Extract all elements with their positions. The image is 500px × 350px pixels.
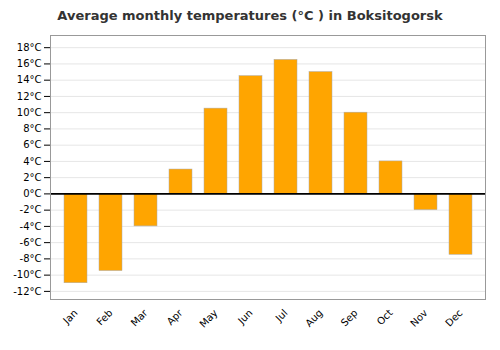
svg-text:Jan: Jan <box>60 307 79 326</box>
svg-text:-8°C: -8°C <box>20 253 42 264</box>
svg-text:10°C: 10°C <box>17 107 42 118</box>
svg-text:Jul: Jul <box>273 307 290 324</box>
svg-text:16°C: 16°C <box>17 58 42 69</box>
svg-text:-12°C: -12°C <box>13 286 41 297</box>
svg-text:8°C: 8°C <box>23 123 41 134</box>
svg-text:Sep: Sep <box>339 307 360 328</box>
svg-text:Mar: Mar <box>129 307 151 329</box>
svg-text:-6°C: -6°C <box>20 237 42 248</box>
svg-text:-10°C: -10°C <box>13 269 41 280</box>
svg-text:Dec: Dec <box>443 307 464 328</box>
svg-text:Aug: Aug <box>303 307 325 329</box>
svg-text:14°C: 14°C <box>17 74 42 85</box>
svg-text:4°C: 4°C <box>23 156 41 167</box>
svg-text:Apr: Apr <box>165 307 186 328</box>
svg-text:6°C: 6°C <box>23 139 41 150</box>
svg-text:May: May <box>197 307 219 329</box>
svg-text:Nov: Nov <box>408 307 430 329</box>
svg-text:Feb: Feb <box>94 307 114 327</box>
svg-text:Jun: Jun <box>235 307 255 327</box>
svg-text:18°C: 18°C <box>17 42 42 53</box>
svg-text:0°C: 0°C <box>23 188 41 199</box>
svg-text:-4°C: -4°C <box>20 221 42 232</box>
svg-text:Oct: Oct <box>375 307 395 327</box>
svg-text:-2°C: -2°C <box>20 204 42 215</box>
svg-text:2°C: 2°C <box>23 172 41 183</box>
html-text:Average monthly temperatures (: Average monthly temperatures (°C ) in Bo… <box>57 8 443 23</box>
svg-text:12°C: 12°C <box>17 91 42 102</box>
